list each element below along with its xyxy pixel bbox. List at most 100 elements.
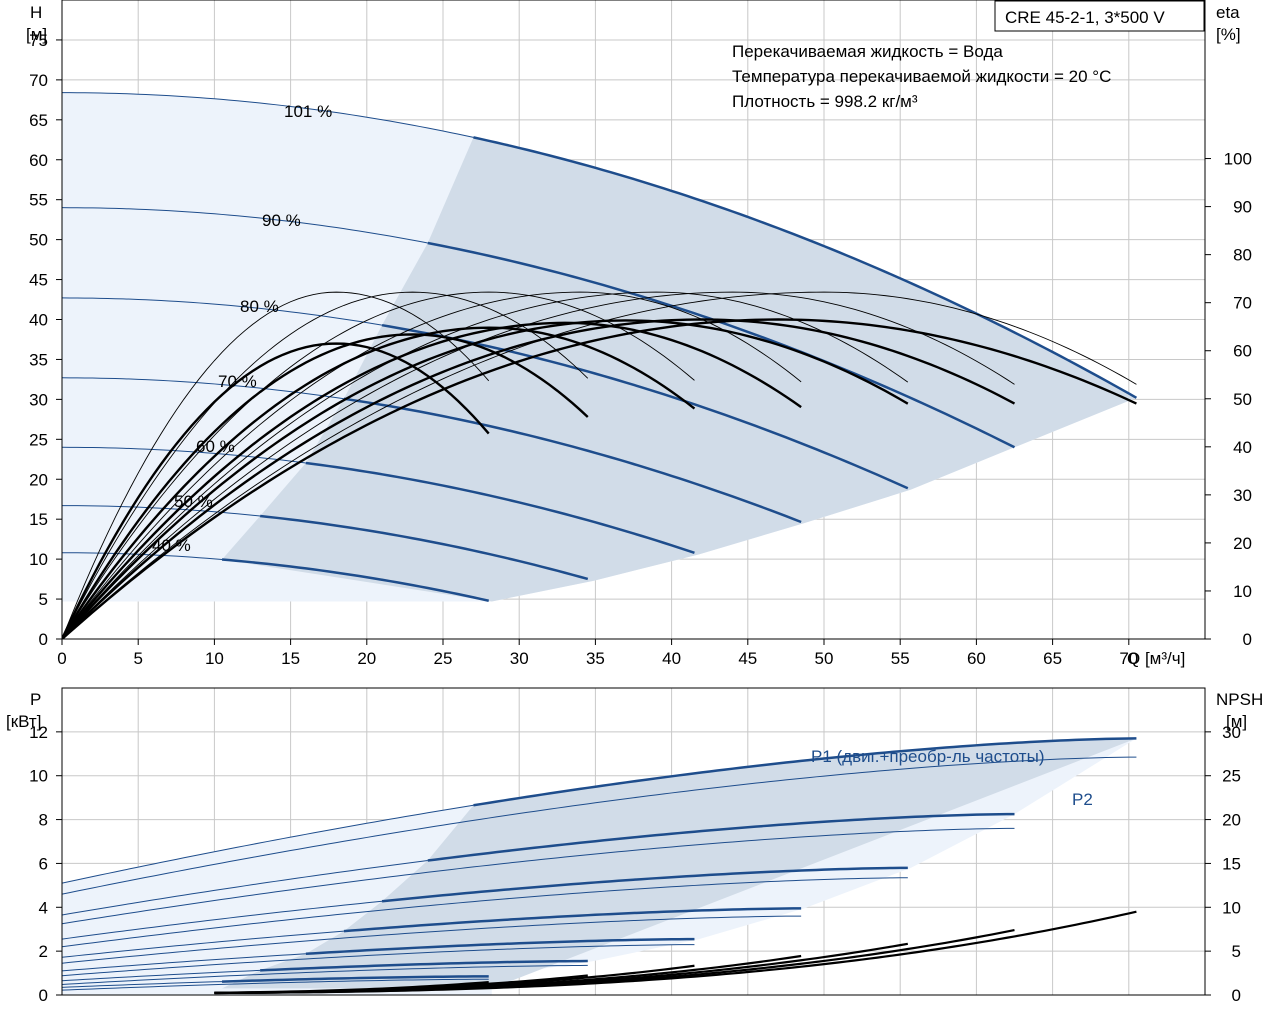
npsh-tick-15: 15: [1222, 854, 1241, 873]
head-curve-3: [343, 397, 802, 524]
head-curve-6: [221, 558, 489, 602]
chart-title: CRE 45-2-1, 3*500 V: [1005, 8, 1165, 27]
head-curve-thin-4: [62, 446, 306, 464]
p1-curve-0: [473, 737, 1137, 807]
head-curve-thin-2: [62, 297, 383, 326]
eta-tick-80: 80: [1233, 246, 1252, 265]
p-tick-8: 8: [39, 811, 48, 830]
y-tick-40: 40: [29, 311, 48, 330]
eta-total-curve-2: [62, 291, 909, 639]
p2-curve-5: [62, 964, 588, 985]
p1-label: P1 (двиг.+преобр-ль частоты): [811, 747, 1044, 766]
y-axis-label-h: H: [30, 3, 42, 22]
speed-label-70: 70 %: [218, 372, 257, 391]
npsh-curve-6: [214, 980, 489, 994]
y-tick-70: 70: [29, 71, 48, 90]
y-tick-5: 5: [39, 590, 48, 609]
info-liquid: Перекачиваемая жидкость = Вода: [732, 42, 1003, 61]
y-right-axis-unit-eta: [%]: [1216, 25, 1241, 44]
x-tick-60: 60: [967, 649, 986, 668]
head-curve-4: [305, 461, 695, 554]
eta-curve-0: [62, 318, 1137, 639]
x-tick-65: 65: [1043, 649, 1062, 668]
y-tick-20: 20: [29, 470, 48, 489]
eta-curve-4: [62, 326, 696, 639]
x-tick-40: 40: [662, 649, 681, 668]
x-tick-55: 55: [891, 649, 910, 668]
x-tick-5: 5: [133, 649, 142, 668]
p2-curve-4: [62, 944, 695, 977]
x-tick-20: 20: [357, 649, 376, 668]
eta-tick-0: 0: [1243, 630, 1252, 649]
p1-curve-thin-4: [62, 953, 306, 972]
npsh-tick-0: 0: [1232, 986, 1241, 1005]
eta-tick-40: 40: [1233, 438, 1252, 457]
y-tick-45: 45: [29, 271, 48, 290]
head-curve-thin-1: [62, 207, 428, 244]
y-right-axis-label-npsh: NPSH: [1216, 690, 1263, 709]
npsh-tick-5: 5: [1232, 942, 1241, 961]
x-tick-0: 0: [57, 649, 66, 668]
speed-label-80: 80 %: [240, 297, 279, 316]
x-tick-45: 45: [738, 649, 757, 668]
y-tick-15: 15: [29, 510, 48, 529]
y-tick-25: 25: [29, 430, 48, 449]
speed-label-90: 90 %: [262, 211, 301, 230]
speed-label-101: 101 %: [284, 102, 332, 121]
x-tick-10: 10: [205, 649, 224, 668]
head-curve-thin-0: [62, 92, 474, 138]
x-axis-label-q: Q [м³/ч]: [1127, 649, 1185, 668]
p1-curve-thin-0: [62, 804, 474, 884]
operating-region: [222, 137, 1137, 602]
eta-tick-30: 30: [1233, 486, 1252, 505]
eta-tick-60: 60: [1233, 342, 1252, 361]
power-operating-region: [222, 738, 1137, 989]
eta-tick-10: 10: [1233, 582, 1252, 601]
y-tick-50: 50: [29, 231, 48, 250]
p2-curve-0: [62, 756, 1137, 895]
x-tick-35: 35: [586, 649, 605, 668]
p1-curve-5: [260, 959, 588, 972]
eta-total-curve-5: [62, 291, 589, 639]
title-box: [994, 0, 1205, 32]
y-axis-unit-p: [кВт]: [6, 712, 41, 731]
x-tick-50: 50: [815, 649, 834, 668]
p1-curve-2: [381, 866, 908, 903]
p1-curve-4: [305, 937, 695, 956]
eta-curve-5: [62, 333, 589, 639]
p-tick-4: 4: [39, 898, 48, 917]
p1-curve-3: [343, 907, 802, 933]
y-tick-35: 35: [29, 350, 48, 369]
y-tick-65: 65: [29, 111, 48, 130]
npsh-tick-20: 20: [1222, 811, 1241, 830]
eta-curve-3: [62, 321, 802, 639]
y-right-axis-label-eta: eta: [1216, 3, 1240, 22]
x-tick-70: 70: [1119, 649, 1138, 668]
p2-label: P2: [1072, 790, 1093, 809]
p1-curve-thin-5: [62, 969, 261, 982]
y-tick-60: 60: [29, 151, 48, 170]
eta-total-curve-1: [62, 291, 1015, 639]
x-tick-25: 25: [434, 649, 453, 668]
bottom-plot-frame: [61, 687, 1206, 996]
y-right-axis-unit-npsh: [м]: [1226, 712, 1247, 731]
x-tick-15: 15: [281, 649, 300, 668]
y-tick-0: 0: [39, 630, 48, 649]
npsh-tick-10: 10: [1222, 898, 1241, 917]
eta-tick-100: 100: [1224, 150, 1252, 169]
head-curve-thin-5: [62, 505, 261, 517]
npsh-tick-25: 25: [1222, 767, 1241, 786]
head-curve-5: [259, 514, 589, 581]
p1-curve-thin-2: [62, 900, 383, 940]
info-density: Плотность = 998.2 кг/м³: [732, 92, 918, 111]
p2-curve-6: [62, 978, 489, 991]
y-tick-10: 10: [29, 550, 48, 569]
p-tick-0: 0: [39, 986, 48, 1005]
speed-label-40: 40 %: [152, 536, 191, 555]
eta-tick-70: 70: [1233, 294, 1252, 313]
y-tick-75: 75: [29, 31, 48, 50]
p-tick-12: 12: [29, 723, 48, 742]
p2-curve-3: [62, 915, 802, 964]
eta-tick-20: 20: [1233, 534, 1252, 553]
y-tick-30: 30: [29, 390, 48, 409]
